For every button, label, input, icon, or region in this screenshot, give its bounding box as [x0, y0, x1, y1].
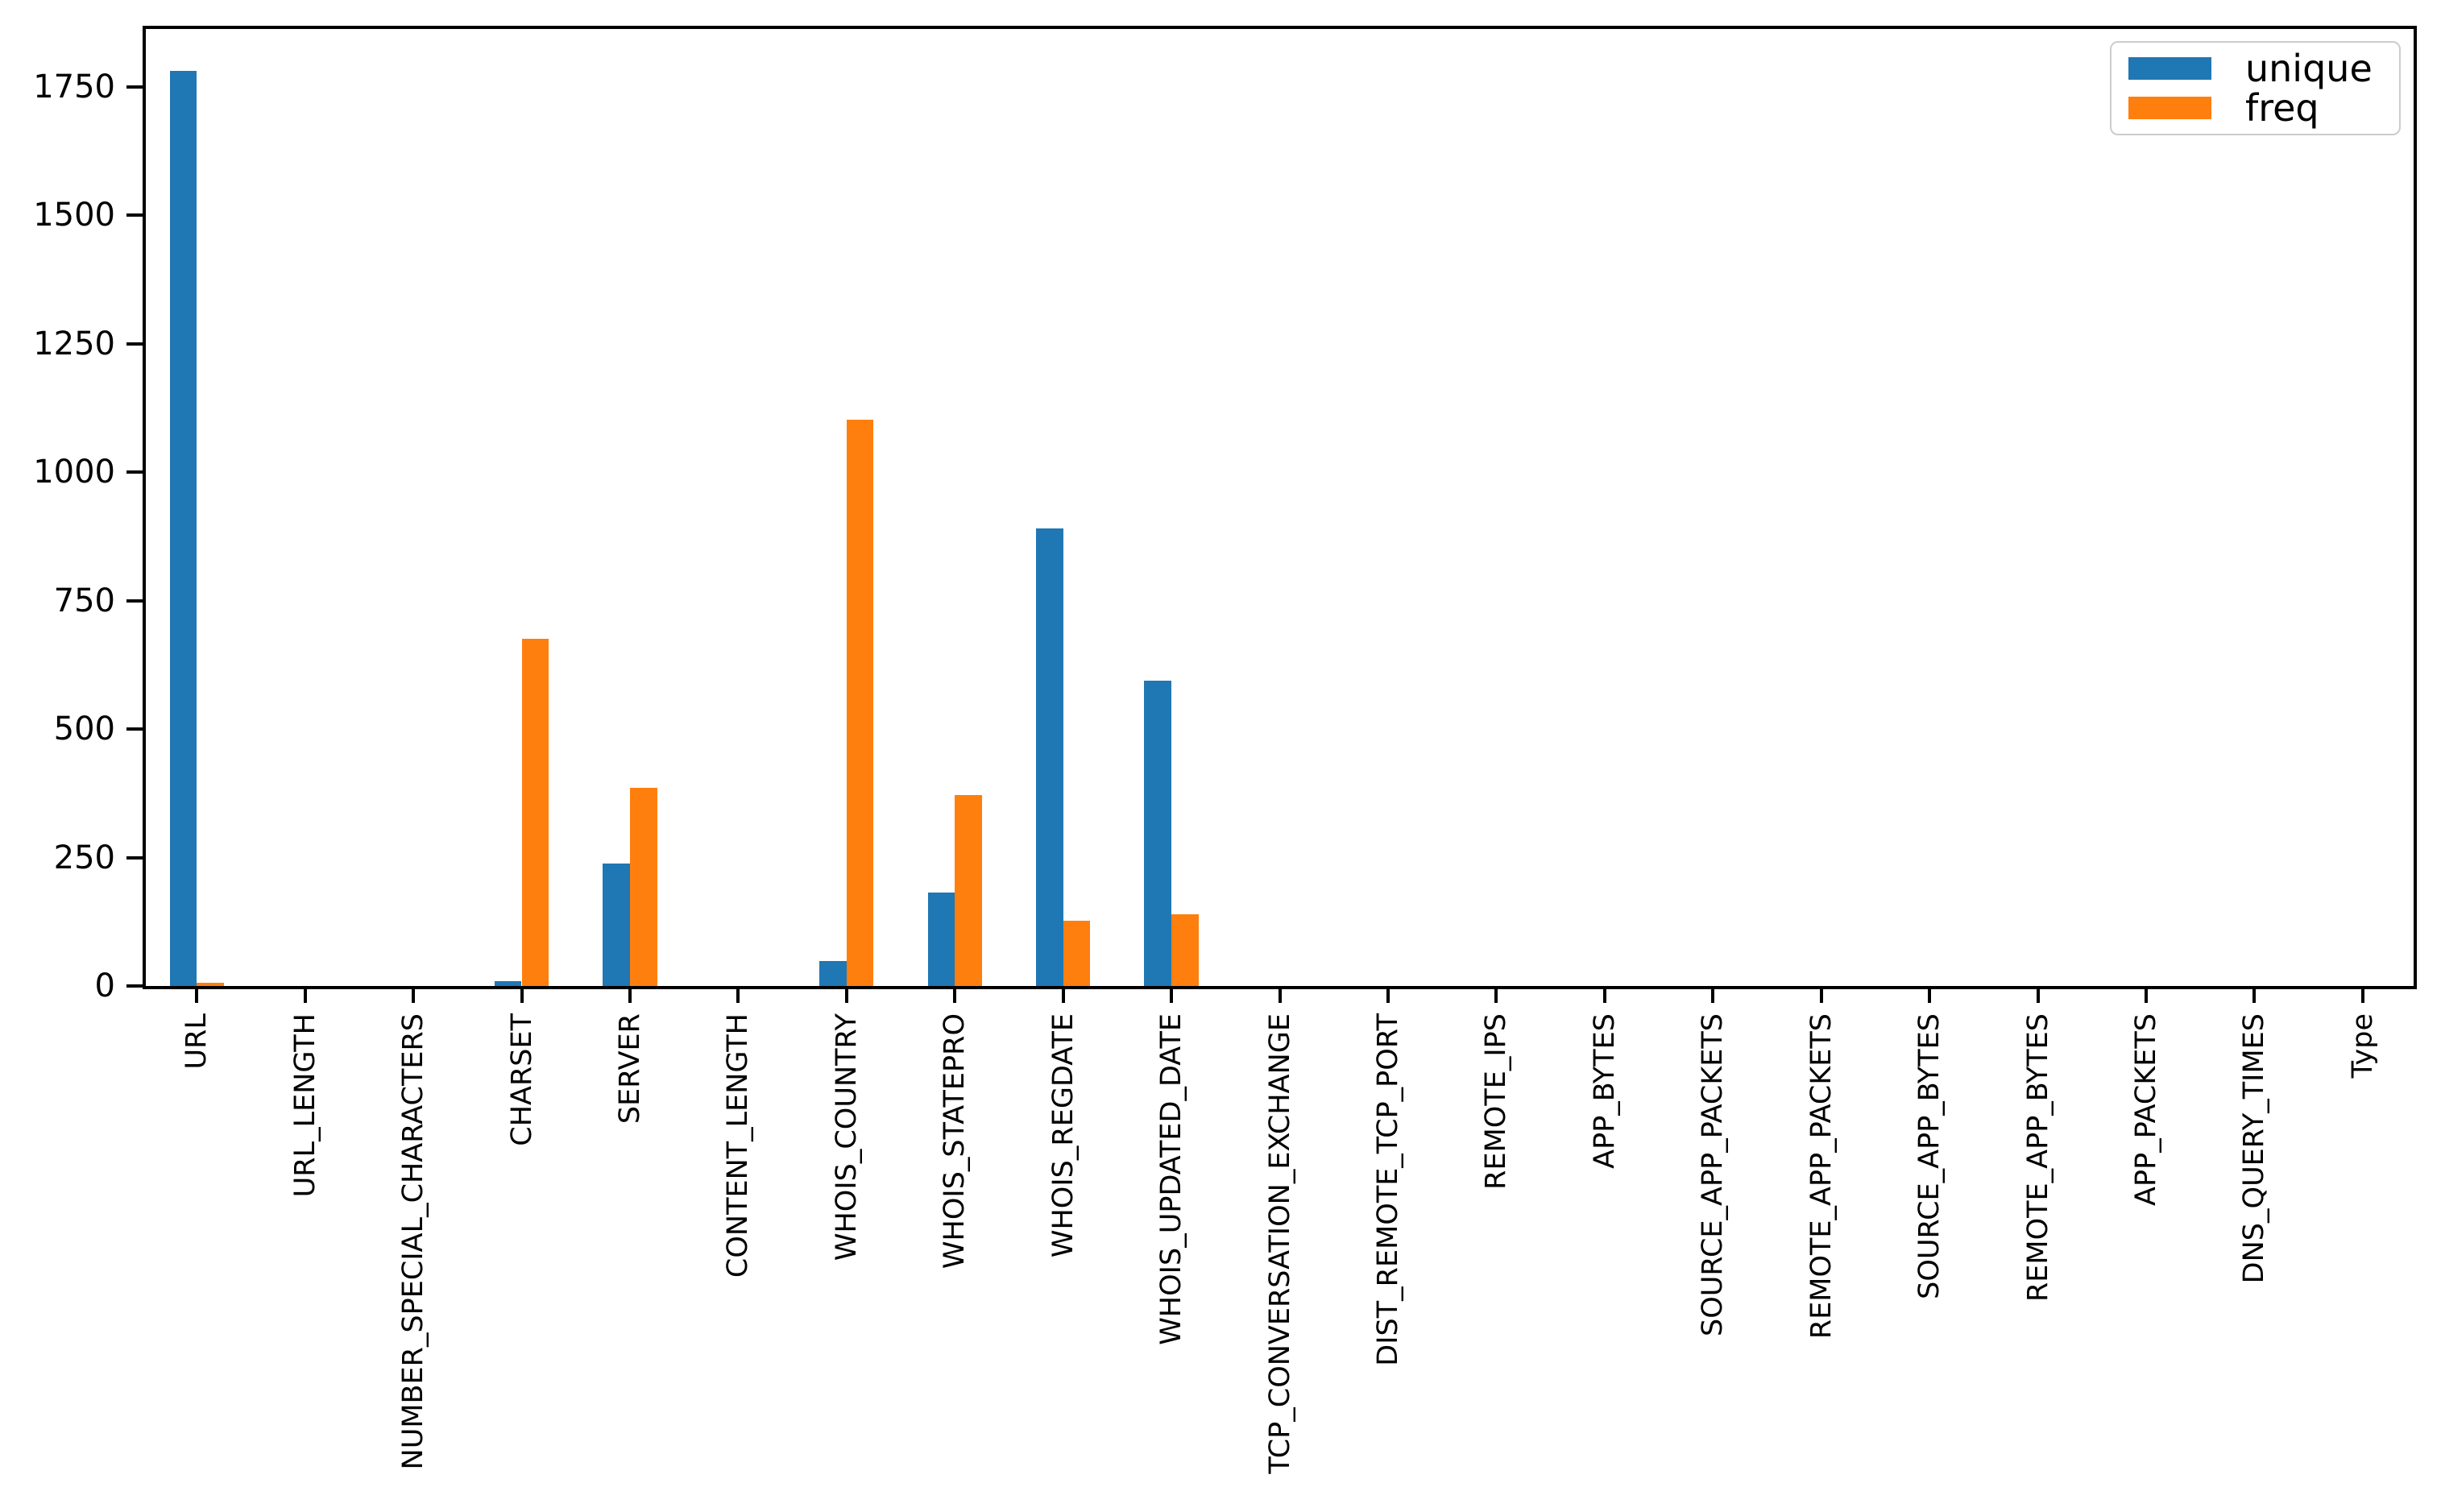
x-tick-label: REMOTE_APP_PACKETS — [1805, 1013, 1838, 1340]
x-tick-mark — [1494, 989, 1498, 1003]
y-tick-label: 1250 — [33, 325, 115, 362]
x-tick-mark — [520, 989, 524, 1003]
x-tick-mark — [2252, 989, 2257, 1003]
y-tick-mark — [126, 213, 143, 217]
bar-freq-WHOIS_STATEPRO — [955, 794, 982, 986]
x-tick-label: REMOTE_APP_BYTES — [2021, 1013, 2054, 1303]
y-tick-label: 1500 — [33, 197, 115, 234]
x-tick-mark — [1602, 989, 1606, 1003]
x-tick-mark — [1061, 989, 1065, 1003]
x-tick-mark — [1278, 989, 1282, 1003]
y-tick-label: 750 — [53, 582, 115, 619]
x-tick-label: WHOIS_COUNTRY — [830, 1013, 863, 1261]
y-tick-mark — [126, 727, 143, 731]
y-tick-label: 0 — [94, 967, 115, 1005]
bar-freq-URL — [197, 983, 224, 986]
x-tick-label: CONTENT_LENGTH — [722, 1013, 755, 1278]
x-tick-label: WHOIS_REGDATE — [1046, 1013, 1080, 1258]
x-tick-mark — [2036, 989, 2040, 1003]
x-tick-mark — [1170, 989, 1174, 1003]
x-tick-mark — [2360, 989, 2364, 1003]
x-tick-label: Type — [2346, 1013, 2379, 1079]
y-tick-mark — [126, 855, 143, 860]
x-tick-mark — [1711, 989, 1715, 1003]
x-tick-label: REMOTE_IPS — [1480, 1013, 1513, 1190]
y-tick-label: 500 — [53, 710, 115, 748]
y-tick-mark — [126, 984, 143, 988]
x-tick-label: TCP_CONVERSATION_EXCHANGE — [1263, 1013, 1296, 1474]
plot-border — [143, 26, 2417, 989]
bar-unique-WHOIS_STATEPRO — [927, 892, 955, 986]
x-tick-label: DIST_REMOTE_TCP_PORT — [1371, 1013, 1404, 1366]
x-tick-label: NUMBER_SPECIAL_CHARACTERS — [397, 1013, 430, 1470]
x-tick-label: DNS_QUERY_TIMES — [2238, 1013, 2271, 1284]
x-tick-mark — [303, 989, 307, 1003]
y-tick-label: 250 — [53, 839, 115, 876]
bar-unique-WHOIS_REGDATE — [1036, 528, 1063, 986]
bar-freq-CHARSET — [521, 638, 549, 986]
x-tick-mark — [2144, 989, 2148, 1003]
x-tick-label: URL — [180, 1013, 213, 1070]
y-tick-mark — [126, 342, 143, 346]
x-tick-mark — [953, 989, 957, 1003]
x-tick-label: APP_BYTES — [1588, 1013, 1621, 1169]
legend-item-unique: unique — [2112, 50, 2399, 87]
bar-unique-WHOIS_COUNTRY — [819, 960, 847, 986]
x-tick-label: SERVER — [613, 1013, 646, 1125]
x-tick-mark — [1386, 989, 1390, 1003]
x-tick-label: APP_PACKETS — [2129, 1013, 2162, 1206]
y-tick-label: 1750 — [33, 68, 115, 106]
y-tick-mark — [126, 599, 143, 603]
x-tick-label: CHARSET — [505, 1013, 538, 1146]
bar-unique-WHOIS_UPDATED_DATE — [1144, 681, 1172, 986]
x-tick-mark — [844, 989, 848, 1003]
x-tick-label: WHOIS_UPDATED_DATE — [1155, 1013, 1188, 1345]
bar-freq-WHOIS_UPDATED_DATE — [1171, 914, 1199, 986]
x-tick-label: SOURCE_APP_PACKETS — [1697, 1013, 1730, 1336]
x-tick-mark — [412, 989, 416, 1003]
y-tick-label: 1000 — [33, 454, 115, 491]
x-tick-mark — [628, 989, 632, 1003]
bar-freq-WHOIS_COUNTRY — [846, 419, 874, 986]
bar-freq-SERVER — [629, 787, 657, 986]
bar-unique-URL — [169, 71, 197, 986]
legend-swatch-freq-icon — [2128, 96, 2211, 119]
bar-unique-CHARSET — [494, 981, 522, 986]
legend-item-freq: freq — [2112, 89, 2399, 126]
bar-freq-WHOIS_REGDATE — [1063, 921, 1091, 986]
x-tick-mark — [1819, 989, 1823, 1003]
y-tick-mark — [126, 85, 143, 89]
x-tick-label: WHOIS_STATEPRO — [939, 1013, 972, 1270]
x-tick-mark — [736, 989, 740, 1003]
bar-unique-SERVER — [603, 863, 630, 986]
x-tick-label: URL_LENGTH — [288, 1013, 321, 1198]
x-tick-mark — [195, 989, 199, 1003]
y-tick-mark — [126, 470, 143, 474]
legend-label-unique: unique — [2245, 47, 2373, 91]
legend-label-freq: freq — [2245, 85, 2319, 130]
legend-swatch-unique-icon — [2128, 57, 2211, 81]
x-tick-mark — [1928, 989, 1932, 1003]
x-tick-label: SOURCE_APP_BYTES — [1913, 1013, 1946, 1299]
legend: unique freq — [2110, 41, 2401, 135]
